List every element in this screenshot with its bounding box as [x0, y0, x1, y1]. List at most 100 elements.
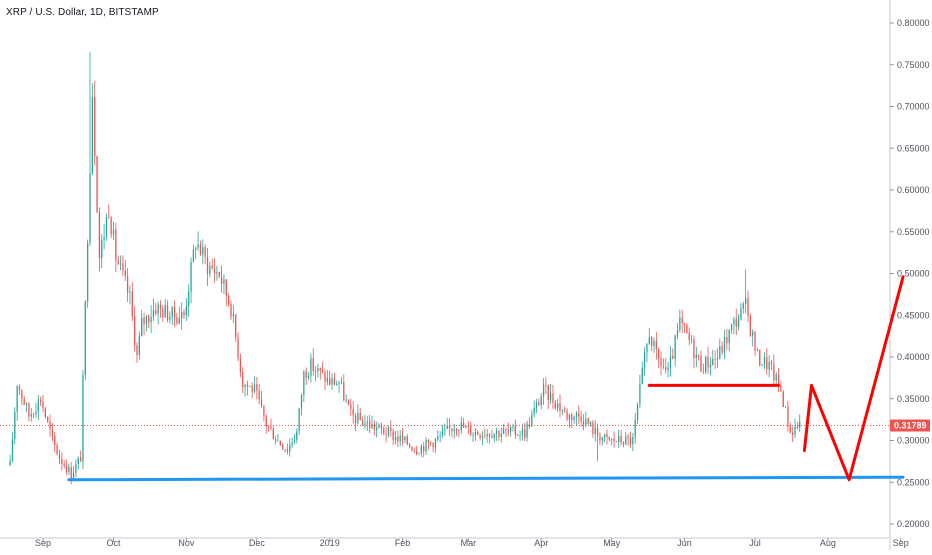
candle-body: [575, 413, 578, 417]
candle-body: [465, 426, 467, 428]
candle-body: [54, 435, 56, 445]
candle-body: [322, 370, 324, 372]
candle-body: [754, 331, 756, 351]
candle-body: [578, 413, 580, 417]
candle-body: [21, 390, 23, 399]
candle-body: [745, 298, 747, 304]
chart-title: XRP / U.S. Dollar, 1D, BITSTAMP: [6, 7, 159, 18]
candle-body: [340, 382, 343, 384]
candle-body: [735, 319, 737, 327]
candle-body: [364, 423, 366, 426]
candle-body: [383, 428, 385, 434]
candle-body: [246, 384, 249, 387]
candle-body: [51, 429, 54, 436]
y-tick-label: 0.55000: [897, 227, 930, 237]
candle-body: [77, 457, 79, 464]
candle-body: [486, 434, 488, 437]
candle-body: [770, 361, 773, 364]
candle-body: [667, 367, 669, 370]
candle-body: [282, 444, 284, 450]
candle-body: [712, 359, 714, 366]
candle-body: [112, 229, 115, 235]
candle-body: [672, 355, 674, 359]
candle-body: [618, 435, 620, 442]
candle-body: [655, 340, 657, 350]
candle-body: [507, 429, 509, 432]
x-tick-label: Nov: [178, 538, 195, 548]
candle-body: [481, 435, 484, 438]
candle-body: [131, 291, 133, 317]
candle-body: [84, 301, 86, 375]
candle-body: [564, 410, 566, 412]
candle-body: [220, 276, 223, 284]
candle-body: [408, 444, 411, 447]
candle-body: [58, 454, 61, 459]
candle-body: [206, 256, 209, 274]
candle-body: [721, 346, 723, 353]
candle-body: [225, 279, 227, 296]
candle-body: [345, 399, 347, 401]
candle-body: [636, 404, 639, 420]
candle-body: [157, 304, 159, 314]
candle-body: [124, 270, 126, 277]
candle-body: [239, 358, 242, 372]
candle-body: [571, 414, 573, 421]
y-tick-label: 0.75000: [897, 60, 930, 70]
candle-body: [359, 412, 361, 421]
candle-body: [228, 295, 230, 305]
candle-body: [232, 314, 234, 317]
candle-body: [510, 427, 512, 432]
support-line: [67, 475, 905, 482]
candle-body: [289, 445, 291, 452]
candle-body: [559, 403, 561, 411]
candle-body: [484, 435, 486, 437]
candle-body: [336, 383, 338, 386]
candle-body: [561, 410, 563, 412]
candle-body: [467, 426, 469, 428]
candle-body: [425, 439, 427, 452]
candle-body: [674, 335, 676, 359]
candle-body: [723, 337, 726, 353]
candle-body: [47, 416, 49, 422]
candle-body: [747, 298, 749, 317]
x-tick-label: Jul: [749, 538, 761, 548]
candle-body: [526, 423, 528, 438]
candle-body: [620, 435, 622, 443]
y-tick-label: 0.70000: [897, 102, 930, 112]
candle-body: [573, 416, 575, 421]
candle-body: [460, 422, 462, 431]
candle-body: [98, 212, 101, 259]
candle-body: [331, 378, 333, 385]
candle-body: [535, 402, 538, 409]
candle-body: [141, 317, 143, 337]
candle-body: [350, 404, 352, 410]
candle-body: [728, 329, 730, 344]
candle-body: [554, 402, 556, 408]
candle-body: [126, 276, 129, 293]
candle-body: [683, 323, 686, 325]
candle-body: [589, 422, 592, 425]
candle-body: [251, 386, 253, 393]
x-tick-label: 2019: [320, 538, 340, 548]
candle-body: [782, 391, 784, 408]
candle-body: [49, 421, 51, 430]
candle-body: [277, 440, 279, 442]
candle-body: [176, 316, 178, 324]
candle-body: [324, 371, 326, 382]
candle-body: [143, 317, 145, 325]
candle-body: [35, 411, 37, 415]
candle-body: [347, 399, 350, 405]
candle-body: [272, 428, 274, 440]
candle-body: [103, 236, 105, 240]
candle-body: [303, 371, 305, 396]
candle-body: [30, 414, 32, 417]
candle-body: [392, 431, 394, 440]
candle-body: [585, 418, 587, 425]
candle-body: [314, 371, 317, 372]
candle-body: [265, 416, 267, 427]
candle-body: [714, 359, 716, 361]
candle-body: [719, 346, 721, 359]
candle-body: [665, 367, 667, 370]
candle-body: [690, 339, 693, 341]
